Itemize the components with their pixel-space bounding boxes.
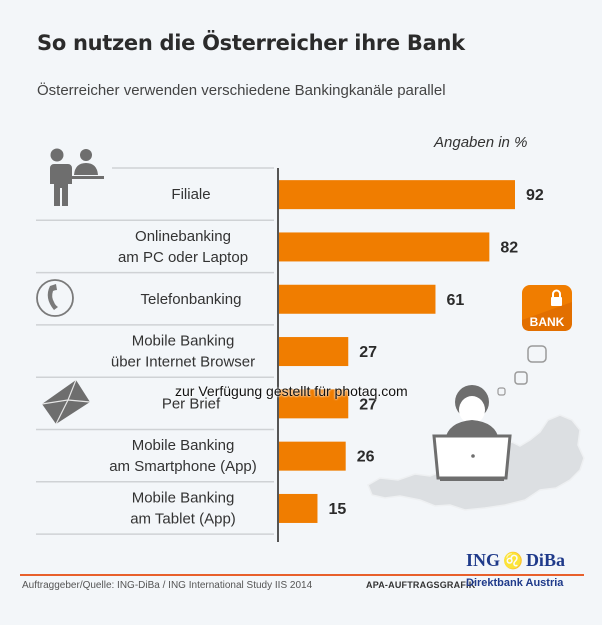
brand-left: ING (466, 550, 501, 570)
chart-title: So nutzen die Österreicher ihre Bank (37, 31, 465, 55)
bubble-large-icon (527, 345, 547, 363)
watermark-text: zur Verfügung gestellt für photaq.com (175, 383, 408, 399)
value-label-0: 92 (526, 187, 544, 204)
category-label-2-0: Telefonbanking (141, 291, 242, 308)
unit-note: Angaben in % (434, 134, 528, 151)
category-label-4-0: Per Brief (162, 395, 221, 412)
category-label-0-0: Filiale (171, 186, 210, 203)
brand-logo: ING ♌ DiBa (466, 550, 565, 571)
chart-subtitle: Österreicher verwenden verschiedene Bank… (37, 82, 446, 99)
bar-6 (279, 493, 318, 523)
bar-5 (279, 441, 346, 471)
envelope-icon (41, 379, 91, 425)
value-label-4: 27 (359, 396, 377, 413)
bar-0 (279, 180, 515, 210)
person-counter-icon (46, 148, 104, 206)
apa-label: APA-AUFTRAGSGRAFIK (366, 580, 476, 590)
category-label-5-1: am Smartphone (App) (109, 458, 257, 475)
value-label-1: 82 (500, 239, 518, 256)
bubble-medium-icon (514, 371, 528, 385)
bar-1 (279, 232, 490, 262)
category-label-1-0: Onlinebanking (135, 228, 231, 245)
bank-badge-label: BANK (530, 315, 565, 329)
category-label-3-1: über Internet Browser (111, 354, 255, 371)
brand-subtitle: Direktbank Austria (466, 577, 564, 589)
value-label-3: 27 (359, 344, 377, 361)
bar-2 (279, 284, 436, 314)
lion-icon: ♌ (503, 553, 523, 570)
category-label-5-0: Mobile Banking (132, 437, 235, 454)
bar-4 (279, 389, 349, 419)
bank-app-icon: BANK (522, 285, 572, 331)
phone-icon (36, 279, 74, 317)
value-label-5: 26 (357, 449, 375, 466)
value-label-2: 61 (446, 292, 464, 309)
category-label-1-1: am PC oder Laptop (118, 249, 248, 266)
category-label-3-0: Mobile Banking (132, 333, 235, 350)
footer-divider (20, 574, 584, 576)
bar-3 (279, 337, 349, 367)
bubble-small-icon (497, 387, 506, 396)
source-note: Auftraggeber/Quelle: ING-DiBa / ING Inte… (22, 580, 313, 591)
category-label-6-0: Mobile Banking (132, 489, 235, 506)
brand-right: DiBa (525, 550, 565, 570)
value-label-6: 15 (328, 501, 346, 518)
person-laptop-icon (432, 385, 512, 481)
category-label-6-1: am Tablet (App) (130, 510, 236, 527)
